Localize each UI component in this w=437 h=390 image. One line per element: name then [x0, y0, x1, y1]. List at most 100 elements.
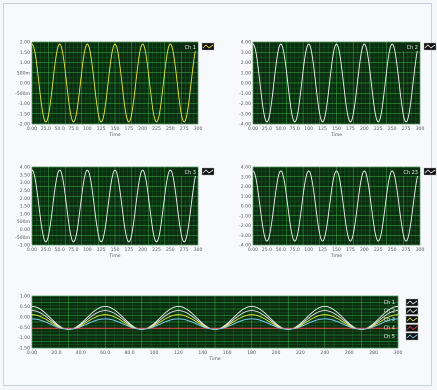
x-tick-label: 25.0	[41, 126, 51, 132]
y-tick-label: 2.00	[20, 40, 30, 46]
y-tick-label: 2.00	[241, 184, 251, 190]
x-tick-label: 25.0	[262, 126, 272, 132]
x-tick-label: 275	[180, 126, 189, 132]
legend-label: Ch 1	[185, 45, 196, 51]
y-tick-label: 3.50	[20, 172, 30, 178]
y-tick-label: -500m	[15, 235, 30, 241]
x-tick-label: 100	[83, 247, 92, 253]
x-tick-label: 300	[394, 350, 403, 356]
x-tick-label: 0.00	[27, 247, 37, 253]
x-tick-label: 150	[332, 247, 341, 253]
x-tick-label: 225	[374, 126, 383, 132]
y-tick-label: -1.50	[18, 111, 30, 117]
x-tick-label: 50.0	[276, 247, 286, 253]
chart-1: 0.00 25.0 50.0 75.0 100 125 150 175 200 225 250 275…	[15, 40, 215, 138]
chart-5: 0.00 20.0 40.0 60.0 80.0 100 120 140 160 180 200 22…	[18, 294, 419, 362]
y-tick-label: -4.00	[239, 122, 251, 128]
x-tick-label: 300	[194, 126, 203, 132]
y-tick-label: -1.50	[18, 346, 30, 352]
x-tick-label: 300	[194, 247, 203, 253]
legend-box	[174, 43, 198, 51]
x-tick-label: 100	[304, 126, 313, 132]
x-tick-label: 100	[83, 126, 92, 132]
x-tick-label: 40.0	[76, 350, 86, 356]
y-tick-label: 0.00	[241, 81, 251, 87]
chart-3: 0.00 25.0 50.0 75.0 100 125 150 175 200 225 250 275…	[15, 165, 215, 259]
x-tick-label: 0.00	[248, 247, 258, 253]
y-tick-label: 1.00	[241, 194, 251, 200]
y-tick-label: -4.00	[239, 243, 251, 249]
x-tick-label: 50.0	[55, 247, 65, 253]
x-tick-label: 225	[374, 247, 383, 253]
y-tick-label: 4.00	[241, 165, 251, 171]
legend-swatch-line	[406, 317, 418, 322]
x-axis-label: Time	[108, 132, 120, 138]
y-tick-label: -0.50	[18, 325, 30, 331]
y-tick-label: -1.00	[239, 91, 251, 97]
x-tick-label: 240	[320, 350, 329, 356]
x-tick-label: 250	[166, 247, 175, 253]
legend-swatch-line	[406, 300, 418, 305]
x-tick-label: 25.0	[41, 247, 51, 253]
x-axis-label: Time	[330, 132, 342, 138]
legend-box	[396, 43, 420, 51]
x-tick-label: 50.0	[276, 126, 286, 132]
x-tick-label: 200	[272, 350, 281, 356]
x-tick-label: 25.0	[262, 247, 272, 253]
x-tick-label: 150	[111, 247, 120, 253]
x-tick-label: 120	[174, 350, 183, 356]
legend-label: Ch 4	[384, 326, 395, 332]
series-line-1	[252, 43, 421, 123]
x-tick-label: 160	[223, 350, 232, 356]
x-tick-label: 50.0	[55, 126, 65, 132]
series-line-1	[31, 43, 199, 123]
x-tick-label: 300	[416, 247, 425, 253]
legend-label: Ch 2	[407, 45, 418, 51]
x-tick-label: 125	[97, 126, 106, 132]
y-tick-label: 0.00	[20, 227, 30, 233]
series-line-1	[252, 170, 421, 242]
x-tick-label: 75.0	[68, 247, 78, 253]
y-tick-label: 0.00	[20, 81, 30, 87]
y-tick-label: 0.00	[241, 204, 251, 210]
y-tick-label: 0.50	[20, 304, 30, 310]
x-tick-label: 275	[180, 247, 189, 253]
x-axis-label: Time	[108, 253, 120, 259]
x-tick-label: 180	[247, 350, 256, 356]
legend-swatch-line	[202, 169, 214, 174]
y-tick-label: -1.00	[18, 335, 30, 341]
y-tick-label: 1.00	[241, 70, 251, 76]
x-tick-label: 175	[346, 247, 355, 253]
x-tick-label: 0.00	[27, 350, 37, 356]
x-tick-label: 125	[318, 126, 327, 132]
legend-swatch-line	[406, 334, 418, 339]
x-tick-label: 60.0	[100, 350, 110, 356]
chart-4: 0.00 25.0 50.0 75.0 100 125 150 175 200 225 250 275…	[239, 165, 437, 259]
chart-2: 0.00 25.0 50.0 75.0 100 125 150 175 200 225 250 275…	[239, 40, 437, 138]
x-tick-label: 80.0	[124, 350, 134, 356]
y-tick-label: 4.00	[20, 165, 30, 171]
legend-label: Ch 5	[384, 334, 395, 340]
y-tick-label: -1.00	[18, 243, 30, 249]
x-tick-label: 225	[152, 247, 161, 253]
y-tick-label: 1.00	[20, 294, 30, 300]
y-tick-label: 4.00	[241, 40, 251, 46]
x-tick-label: 220	[296, 350, 305, 356]
grid	[31, 41, 199, 125]
legend-swatch-line	[406, 325, 418, 331]
x-tick-label: 200	[360, 126, 369, 132]
y-tick-label: 2.50	[20, 188, 30, 194]
grid	[252, 166, 421, 246]
x-tick-label: 100	[150, 350, 159, 356]
legend-swatch-line	[406, 308, 418, 314]
x-tick-label: 275	[402, 126, 411, 132]
y-tick-label: 3.00	[20, 180, 30, 186]
y-tick-label: -500m	[15, 91, 30, 97]
grid	[252, 41, 421, 125]
x-tick-label: 275	[402, 247, 411, 253]
x-tick-label: 250	[388, 247, 397, 253]
y-tick-label: 1.50	[20, 204, 30, 210]
legend-label: Ch 3	[384, 317, 395, 323]
